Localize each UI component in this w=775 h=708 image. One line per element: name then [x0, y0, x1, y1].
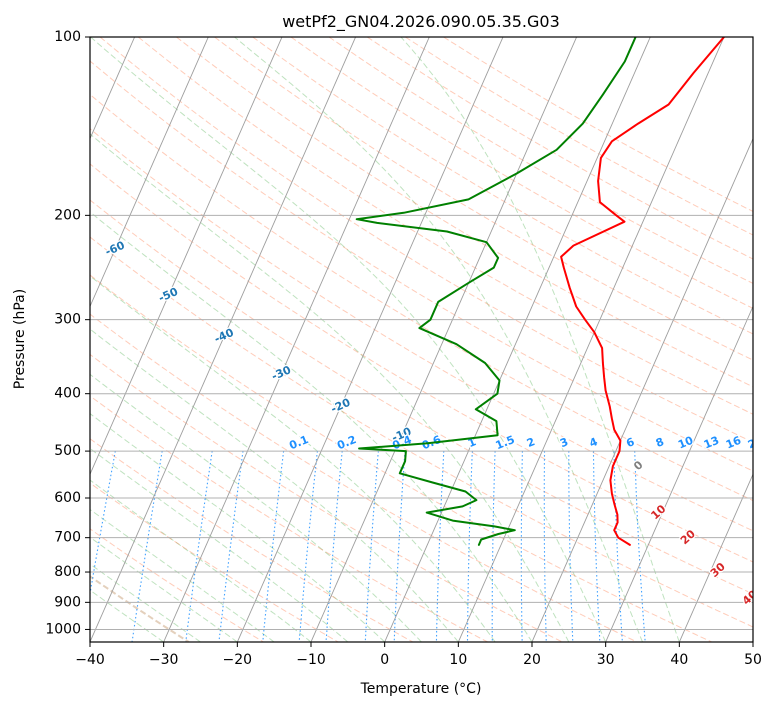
y-tick-label: 600 [54, 490, 81, 506]
x-tick-label: −40 [75, 652, 105, 668]
x-tick-label: 50 [744, 652, 762, 668]
y-tick-label: 500 [54, 443, 81, 459]
dry-adiabat [137, 37, 753, 415]
dry-adiabat [90, 395, 488, 642]
x-tick-label: 10 [449, 652, 467, 668]
mixing-ratio-line [435, 451, 445, 642]
mixing-ratio-line [393, 451, 406, 642]
moist-adiabat [90, 328, 459, 642]
sounding-traces [355, 37, 725, 546]
dry-adiabat [90, 528, 264, 642]
x-tick-label: −10 [296, 652, 326, 668]
moist-adiabat [90, 413, 386, 642]
x-axis-label: Temperature (°C) [360, 681, 482, 697]
mixing-ratio-line [568, 451, 574, 642]
mixing-ratio-line [185, 451, 213, 642]
isotherm-line [531, 137, 753, 642]
moist-adiabat [90, 275, 496, 642]
isotherm-line [90, 37, 136, 140]
isotherm-line [163, 37, 430, 642]
isotherm-line [90, 37, 209, 308]
y-tick-label: 900 [54, 594, 81, 610]
dry-adiabat [90, 313, 638, 642]
x-tick-label: −20 [223, 652, 253, 668]
temperature-trace [560, 37, 725, 546]
mixing-ratio-line [520, 451, 523, 642]
isotherm-label: -70 [53, 186, 77, 206]
x-tick-label: 30 [597, 652, 615, 668]
plot-frame [89, 36, 754, 643]
isotherm-label: -80 [2, 134, 26, 154]
moist-adiabat [90, 373, 422, 642]
dry-adiabat [90, 274, 712, 642]
isotherm-line [310, 37, 578, 642]
moist-adiabat [90, 133, 570, 642]
isotherm-line [90, 37, 283, 476]
dry-adiabat [99, 37, 753, 443]
mixing-ratio-line [298, 451, 318, 642]
background-lines [0, 10, 753, 654]
mixing-ratio-line [364, 451, 379, 642]
x-tick-label: 40 [670, 652, 688, 668]
dewpoint-trace [355, 37, 637, 546]
chart-title: wetPf2_GN04.2026.090.05.35.G03 [282, 12, 560, 32]
moist-adiabat [90, 589, 164, 642]
mixing-ratio-line [131, 451, 163, 642]
y-tick-label: 700 [54, 530, 81, 546]
mixing-ratio-line [90, 451, 116, 597]
moist-adiabat [400, 37, 680, 642]
y-tick-label: 200 [54, 207, 81, 223]
dry-adiabat [90, 482, 339, 642]
mixing-ratio-line [218, 451, 244, 642]
moist-adiabat [90, 479, 312, 642]
dry-adiabat [90, 353, 563, 642]
isotherm-line [678, 473, 753, 642]
mixing-ratio-line [613, 451, 623, 642]
y-tick-label: 300 [54, 312, 81, 328]
dry-adiabat [176, 37, 753, 388]
dry-adiabat [90, 128, 753, 532]
x-tick-label: 0 [380, 652, 389, 668]
moist-adiabat [90, 211, 533, 642]
isotherm-line [605, 305, 753, 642]
dry-adiabat [214, 37, 753, 361]
moist-adiabat [90, 563, 201, 642]
isotherm-line [384, 37, 651, 642]
dry-adiabat [90, 199, 753, 595]
mixing-ratio-line [262, 451, 285, 642]
isotherm-line [236, 37, 504, 642]
x-tick-label: −30 [149, 652, 179, 668]
moist-adiabat [90, 37, 607, 642]
moist-adiabat [90, 536, 238, 642]
moist-adiabat [90, 447, 349, 642]
isotherm-line [0, 10, 73, 654]
dry-adiabat [90, 60, 753, 472]
isotherm-line [90, 37, 357, 642]
mixing-ratio-line [543, 451, 547, 642]
mixing-ratio-line [325, 451, 343, 642]
plot-area [90, 37, 753, 642]
y-tick-label: 100 [54, 29, 81, 45]
y-tick-label: 400 [54, 386, 81, 402]
x-tick-label: 20 [523, 652, 541, 668]
mixing-ratio-line [592, 451, 601, 642]
mixing-ratio-label: 20 [746, 434, 765, 452]
y-axis-label: Pressure (hPa) [12, 289, 28, 389]
y-tick-label: 1000 [45, 621, 81, 637]
dry-adiabat [90, 93, 753, 502]
axis-ticks: −40 −30 −20 −10 0 10 20 30 40 50 100 200 300 400 500 60… [45, 29, 762, 668]
dry-adiabat [90, 236, 753, 628]
y-tick-label: 800 [54, 564, 81, 580]
mixing-ratio-line [466, 451, 473, 642]
